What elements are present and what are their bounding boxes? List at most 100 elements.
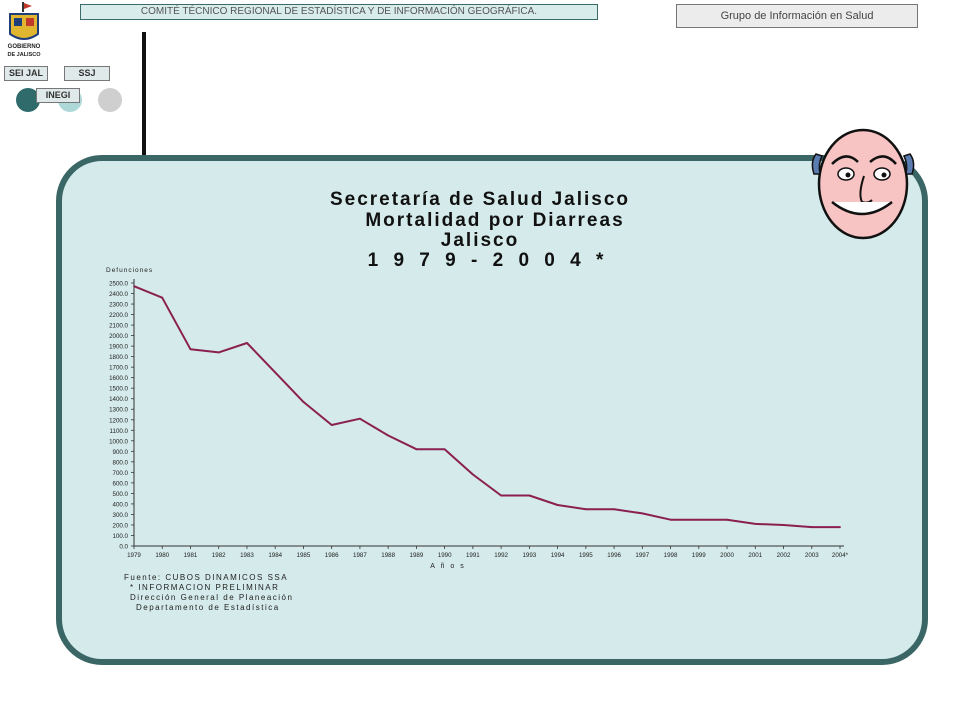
x-tick-label: 1981 bbox=[184, 552, 198, 559]
x-tick-label: 1983 bbox=[240, 552, 254, 559]
data-point bbox=[726, 518, 728, 521]
x-tick-label: 1986 bbox=[325, 552, 339, 559]
x-tick-label: 1990 bbox=[438, 552, 452, 559]
x-tick-label: 1985 bbox=[297, 552, 311, 559]
x-tick-label: 1992 bbox=[494, 552, 508, 559]
data-point bbox=[246, 342, 248, 344]
y-tick-label: 1800.0 bbox=[109, 354, 128, 361]
data-point bbox=[839, 526, 841, 528]
svg-text:DE JALISCO: DE JALISCO bbox=[7, 52, 41, 58]
y-tick-label: 1100.0 bbox=[110, 428, 129, 435]
x-tick-label: 2001 bbox=[748, 552, 762, 559]
gray-circle bbox=[98, 88, 122, 112]
x-tick-label: 2000 bbox=[720, 552, 734, 559]
y-tick-label: 1000.0 bbox=[109, 438, 128, 445]
chart-title-line2: Mortalidad por Diarreas bbox=[365, 210, 625, 231]
y-tick-label: 1500.0 bbox=[109, 386, 128, 393]
y-tick-label: 1300.0 bbox=[109, 407, 128, 414]
x-tick-label: 2003 bbox=[805, 552, 819, 559]
chart-title-line4: 1 9 7 9 - 2 0 0 4 * bbox=[367, 250, 609, 271]
x-tick-label: 1987 bbox=[353, 552, 367, 559]
data-point bbox=[359, 417, 361, 420]
y-tick-label: 2200.0 bbox=[109, 312, 128, 319]
y-tick-label: 200.0 bbox=[113, 522, 129, 529]
data-point bbox=[613, 508, 615, 511]
y-tick-label: 2400.0 bbox=[109, 291, 128, 298]
x-tick-label: 1998 bbox=[664, 552, 678, 559]
y-tick-label: 2500.0 bbox=[109, 281, 128, 288]
inegi-tag: INEGI bbox=[36, 88, 80, 103]
data-point bbox=[584, 508, 587, 511]
jalisco-logo: GOBIERNO DE JALISCO bbox=[7, 2, 41, 58]
data-point bbox=[810, 526, 813, 528]
x-tick-label: 1984 bbox=[268, 552, 282, 559]
data-point bbox=[387, 434, 390, 437]
y-tick-label: 100.0 bbox=[113, 533, 129, 540]
seijal-tag: SEI JAL bbox=[4, 66, 48, 81]
data-point bbox=[697, 518, 700, 521]
y-tick-label: 2100.0 bbox=[109, 323, 128, 330]
data-point bbox=[443, 448, 446, 451]
chart-title-line1: Secretaría de Salud Jalisco bbox=[329, 189, 631, 210]
x-tick-label: 1979 bbox=[127, 552, 141, 559]
y-tick-label: 1400.0 bbox=[109, 396, 128, 403]
data-point bbox=[500, 494, 503, 497]
group-header: Grupo de Información en Salud bbox=[676, 4, 918, 28]
svg-text:GOBIERNO: GOBIERNO bbox=[8, 44, 41, 50]
x-tick-label: 1993 bbox=[522, 552, 536, 559]
x-tick-label: 2004* bbox=[832, 552, 849, 559]
y-axis-label: Defunciones bbox=[106, 267, 153, 274]
y-tick-label: 600.0 bbox=[113, 480, 129, 487]
data-point bbox=[669, 518, 672, 521]
source-line3: Dirección General de Planeación bbox=[130, 593, 294, 602]
data-point bbox=[782, 524, 785, 526]
chart-title-line3: Jalisco bbox=[440, 230, 520, 251]
y-tick-label: 2000.0 bbox=[109, 333, 128, 340]
x-tick-label: 1995 bbox=[579, 552, 593, 559]
data-point bbox=[330, 424, 333, 426]
x-tick-label: 1999 bbox=[692, 552, 706, 559]
y-tick-label: 800.0 bbox=[113, 459, 129, 466]
x-tick-label: 1991 bbox=[466, 552, 480, 559]
data-point bbox=[754, 523, 757, 525]
x-tick-label: 1994 bbox=[551, 552, 565, 559]
source-line4: Departamento de Estadística bbox=[136, 603, 280, 612]
x-tick-label: 1980 bbox=[155, 552, 169, 559]
data-point bbox=[415, 448, 418, 451]
x-tick-label: 2002 bbox=[777, 552, 791, 559]
data-point bbox=[161, 296, 164, 299]
x-tick-label: 1982 bbox=[212, 552, 226, 559]
x-tick-label: 1997 bbox=[635, 552, 649, 559]
y-tick-label: 1700.0 bbox=[109, 365, 128, 372]
data-point bbox=[556, 504, 559, 506]
y-tick-label: 2300.0 bbox=[109, 302, 128, 309]
data-point bbox=[217, 351, 220, 354]
x-tick-label: 1988 bbox=[381, 552, 395, 559]
y-tick-label: 1200.0 bbox=[109, 417, 128, 424]
y-tick-label: 0.0 bbox=[119, 544, 128, 551]
source-line2: * INFORMACION PRELIMINAR bbox=[130, 583, 280, 592]
ssj-tag: SSJ bbox=[64, 66, 110, 81]
data-point bbox=[274, 371, 277, 374]
data-point bbox=[189, 348, 192, 351]
y-tick-label: 400.0 bbox=[113, 501, 129, 508]
series-line bbox=[133, 285, 840, 529]
chart-panel bbox=[56, 155, 928, 665]
x-axis-label: A ñ o s bbox=[430, 563, 465, 570]
vertical-divider bbox=[142, 32, 146, 156]
y-tick-label: 300.0 bbox=[113, 512, 129, 519]
committee-header: COMITÉ TÉCNICO REGIONAL DE ESTADÍSTICA Y… bbox=[80, 4, 598, 20]
data-point bbox=[133, 285, 135, 288]
data-point bbox=[302, 400, 305, 403]
x-tick-label: 1996 bbox=[607, 552, 621, 559]
y-tick-label: 500.0 bbox=[113, 491, 129, 498]
y-tick-label: 700.0 bbox=[113, 470, 129, 477]
data-point bbox=[471, 473, 474, 476]
cartoon-face-icon bbox=[811, 128, 915, 240]
y-tick-label: 1600.0 bbox=[109, 375, 128, 382]
x-tick-label: 1989 bbox=[410, 552, 424, 559]
data-point bbox=[641, 512, 644, 515]
source-line1: Fuente: CUBOS DINAMICOS SSA bbox=[124, 573, 289, 582]
y-tick-label: 1900.0 bbox=[109, 344, 128, 351]
